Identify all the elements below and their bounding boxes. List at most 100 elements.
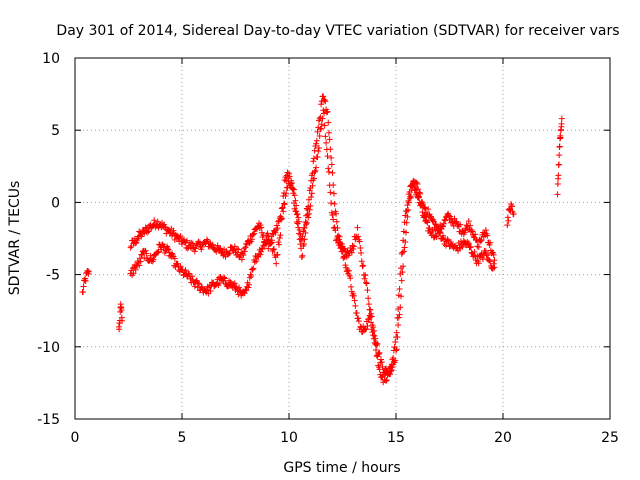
data-point bbox=[490, 265, 497, 272]
data-point bbox=[278, 215, 285, 222]
data-point bbox=[361, 275, 368, 282]
data-point bbox=[557, 134, 564, 141]
data-point bbox=[323, 139, 330, 146]
data-point bbox=[419, 209, 426, 216]
data-point bbox=[451, 215, 458, 222]
data-point bbox=[474, 243, 481, 250]
data-point bbox=[378, 359, 385, 366]
data-point bbox=[367, 306, 374, 313]
data-point bbox=[290, 190, 297, 197]
data-point bbox=[305, 214, 312, 221]
data-point bbox=[235, 291, 242, 298]
data-point bbox=[467, 243, 474, 250]
data-point bbox=[312, 167, 319, 174]
data-point bbox=[347, 275, 354, 282]
data-point bbox=[477, 238, 484, 245]
data-point bbox=[286, 173, 293, 180]
data-point bbox=[137, 258, 144, 265]
data-point bbox=[369, 329, 376, 336]
data-point bbox=[393, 334, 399, 341]
y-tick-label: -10 bbox=[37, 340, 60, 356]
data-point bbox=[403, 208, 410, 215]
data-point bbox=[165, 246, 172, 253]
data-point bbox=[283, 178, 290, 185]
data-point bbox=[259, 246, 266, 253]
data-point bbox=[325, 129, 332, 136]
data-point bbox=[299, 233, 306, 240]
data-point bbox=[171, 255, 178, 262]
data-point bbox=[332, 227, 339, 234]
data-point bbox=[330, 216, 337, 223]
data-point bbox=[416, 189, 423, 196]
data-point bbox=[354, 224, 361, 231]
data-point bbox=[318, 101, 325, 108]
data-point bbox=[457, 221, 464, 228]
data-point bbox=[357, 323, 364, 330]
data-point bbox=[333, 210, 340, 217]
data-point bbox=[558, 115, 565, 122]
data-point bbox=[490, 251, 497, 258]
data-point bbox=[257, 251, 264, 258]
data-point bbox=[241, 248, 248, 255]
data-point bbox=[288, 180, 295, 187]
data-point bbox=[251, 259, 258, 266]
data-point bbox=[231, 280, 238, 287]
data-point bbox=[273, 260, 280, 267]
data-point bbox=[80, 283, 87, 290]
data-point bbox=[209, 241, 216, 248]
data-point bbox=[378, 356, 385, 363]
data-point bbox=[303, 219, 310, 226]
x-tick-label: 15 bbox=[387, 430, 405, 446]
data-point bbox=[478, 237, 485, 244]
data-point bbox=[270, 246, 277, 253]
data-point bbox=[348, 249, 355, 256]
data-point bbox=[504, 222, 511, 229]
data-point bbox=[440, 232, 447, 239]
data-point bbox=[323, 146, 330, 153]
data-point bbox=[440, 220, 447, 227]
data-point bbox=[323, 109, 330, 116]
data-point bbox=[371, 339, 378, 346]
data-point bbox=[395, 321, 402, 328]
y-tick-label: 0 bbox=[51, 195, 60, 211]
data-point bbox=[246, 281, 253, 288]
x-tick-label: 25 bbox=[601, 430, 619, 446]
data-point bbox=[357, 245, 364, 252]
data-point bbox=[164, 245, 171, 252]
data-point bbox=[295, 214, 302, 221]
data-point bbox=[339, 248, 346, 255]
data-point bbox=[308, 193, 315, 200]
data-point bbox=[280, 208, 287, 215]
y-tick-label: -5 bbox=[46, 268, 60, 284]
data-point bbox=[465, 241, 472, 248]
data-point bbox=[482, 248, 489, 255]
data-point bbox=[241, 290, 248, 297]
data-point bbox=[320, 110, 327, 117]
data-point bbox=[320, 107, 327, 114]
data-point bbox=[364, 287, 371, 294]
data-point bbox=[132, 240, 139, 247]
data-point bbox=[170, 227, 177, 234]
data-point bbox=[338, 244, 345, 251]
data-point bbox=[240, 252, 247, 259]
data-point bbox=[177, 233, 184, 240]
data-point bbox=[185, 270, 192, 277]
data-point bbox=[468, 227, 475, 234]
data-point bbox=[116, 326, 123, 333]
data-point bbox=[340, 253, 347, 260]
data-point bbox=[299, 252, 306, 259]
plot-frame bbox=[74, 57, 611, 420]
data-points bbox=[79, 93, 565, 386]
y-tick-label: 10 bbox=[42, 51, 60, 67]
data-point bbox=[238, 256, 245, 263]
data-point bbox=[281, 201, 288, 208]
data-point bbox=[311, 147, 318, 154]
data-point bbox=[406, 189, 413, 196]
data-point bbox=[318, 125, 325, 132]
data-point bbox=[423, 218, 430, 225]
data-point bbox=[191, 248, 198, 255]
data-point bbox=[280, 193, 287, 200]
data-point bbox=[300, 240, 307, 247]
data-point bbox=[367, 313, 374, 320]
